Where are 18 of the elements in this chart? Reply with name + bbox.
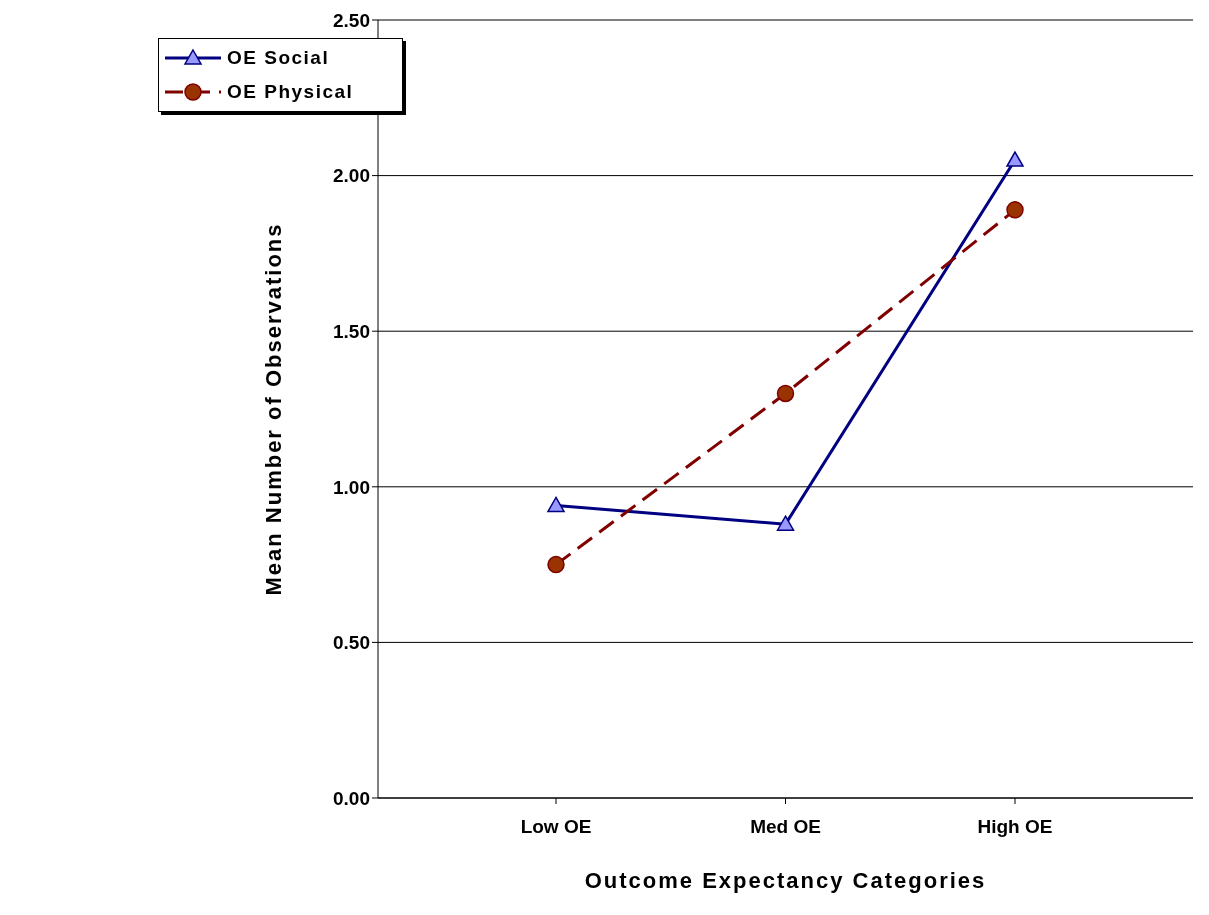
y-tick-label: 1.50 — [333, 320, 370, 342]
y-tick-label: 2.00 — [333, 165, 370, 187]
y-axis-title: Mean Number of Observations — [260, 222, 286, 596]
y-tick-label: 0.00 — [333, 787, 370, 809]
y-tick-label: 1.00 — [333, 476, 370, 498]
point — [776, 384, 795, 403]
legend-label: OE Physical — [227, 81, 354, 103]
point — [547, 496, 565, 513]
point — [1006, 201, 1024, 219]
x-tick-label: Low OE — [520, 816, 592, 838]
point — [547, 555, 565, 574]
y-tick-label: 0.50 — [333, 632, 370, 654]
point — [776, 515, 795, 531]
y-tick-label: 2.50 — [333, 9, 370, 31]
legend-label: OE Social — [227, 47, 330, 69]
x-tick-label: High OE — [977, 816, 1053, 838]
x-tick-label: Med OE — [750, 816, 821, 838]
x-axis-title: Outcome Expectancy Categories — [584, 868, 987, 893]
